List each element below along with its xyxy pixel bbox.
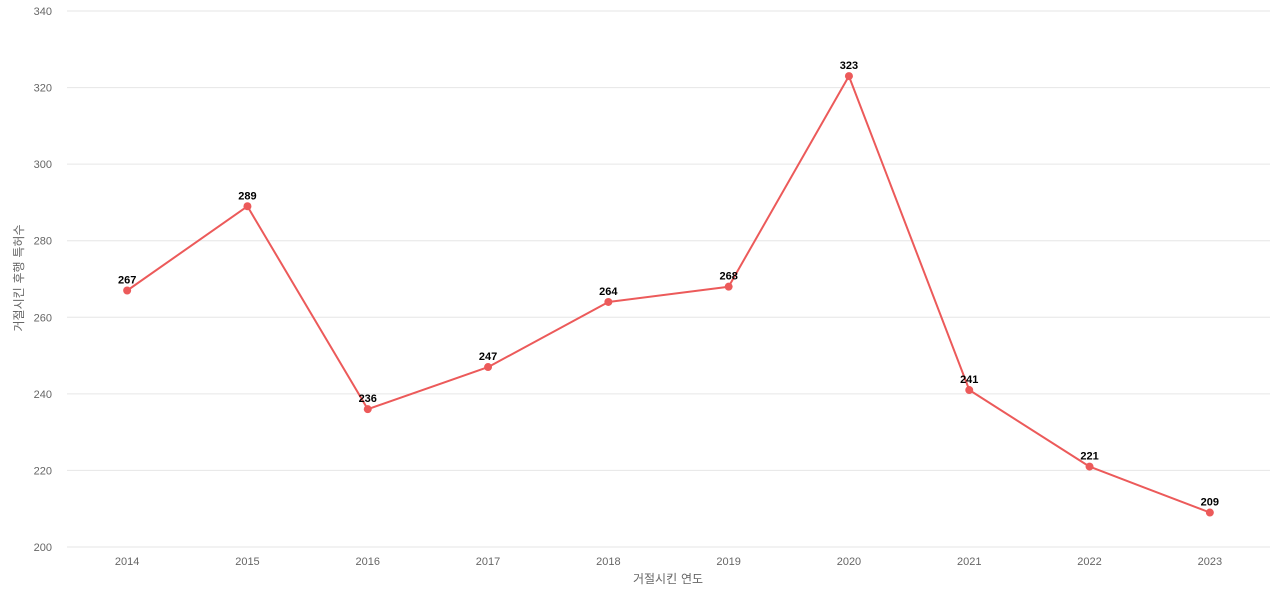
y-axis-ticks: 200 220 240 260 280 300 320 340 (34, 6, 52, 554)
data-label: 221 (1080, 451, 1098, 463)
x-tick-label: 2023 (1198, 556, 1222, 568)
data-point (1205, 508, 1214, 517)
data-label: 323 (840, 60, 858, 72)
data-point (123, 286, 132, 295)
data-labels: 267 289 236 247 264 268 323 241 221 209 (118, 60, 1219, 508)
data-label: 264 (599, 286, 618, 298)
x-tick-label: 2022 (1077, 556, 1101, 568)
x-axis-title: 거절시킨 연도 (633, 572, 703, 586)
x-tick-label: 2015 (235, 556, 259, 568)
data-point (363, 405, 372, 414)
y-tick-label: 280 (34, 236, 52, 248)
x-tick-label: 2020 (837, 556, 861, 568)
y-tick-label: 220 (34, 465, 52, 477)
x-tick-label: 2018 (596, 556, 620, 568)
data-label: 267 (118, 274, 136, 286)
y-tick-label: 260 (34, 312, 52, 324)
data-point (484, 363, 493, 372)
y-tick-label: 300 (34, 159, 52, 171)
data-label: 241 (960, 374, 978, 386)
data-point (965, 386, 974, 395)
x-tick-label: 2021 (957, 556, 981, 568)
x-axis-ticks: 2014 2015 2016 2017 2018 2019 2020 2021 2022 2023 (115, 556, 1222, 568)
x-tick-label: 2016 (356, 556, 380, 568)
y-tick-label: 200 (34, 542, 52, 554)
data-point (844, 72, 853, 81)
data-label: 247 (479, 351, 497, 363)
x-tick-label: 2017 (476, 556, 500, 568)
data-point (243, 202, 252, 211)
series-line (126, 75, 1211, 514)
y-tick-label: 240 (34, 389, 52, 401)
data-label: 236 (359, 393, 377, 405)
y-tick-label: 340 (34, 6, 52, 18)
y-tick-label: 320 (34, 83, 52, 95)
series-group (123, 72, 1214, 517)
data-label: 289 (238, 190, 256, 202)
x-tick-label: 2019 (716, 556, 740, 568)
y-axis-title: 거절시킨 후행 특허수 (11, 225, 26, 332)
data-label: 268 (719, 271, 737, 283)
data-label: 209 (1201, 497, 1219, 509)
x-tick-label: 2014 (115, 556, 139, 568)
data-point (724, 282, 733, 291)
data-point (1085, 462, 1094, 471)
data-point (604, 297, 613, 306)
